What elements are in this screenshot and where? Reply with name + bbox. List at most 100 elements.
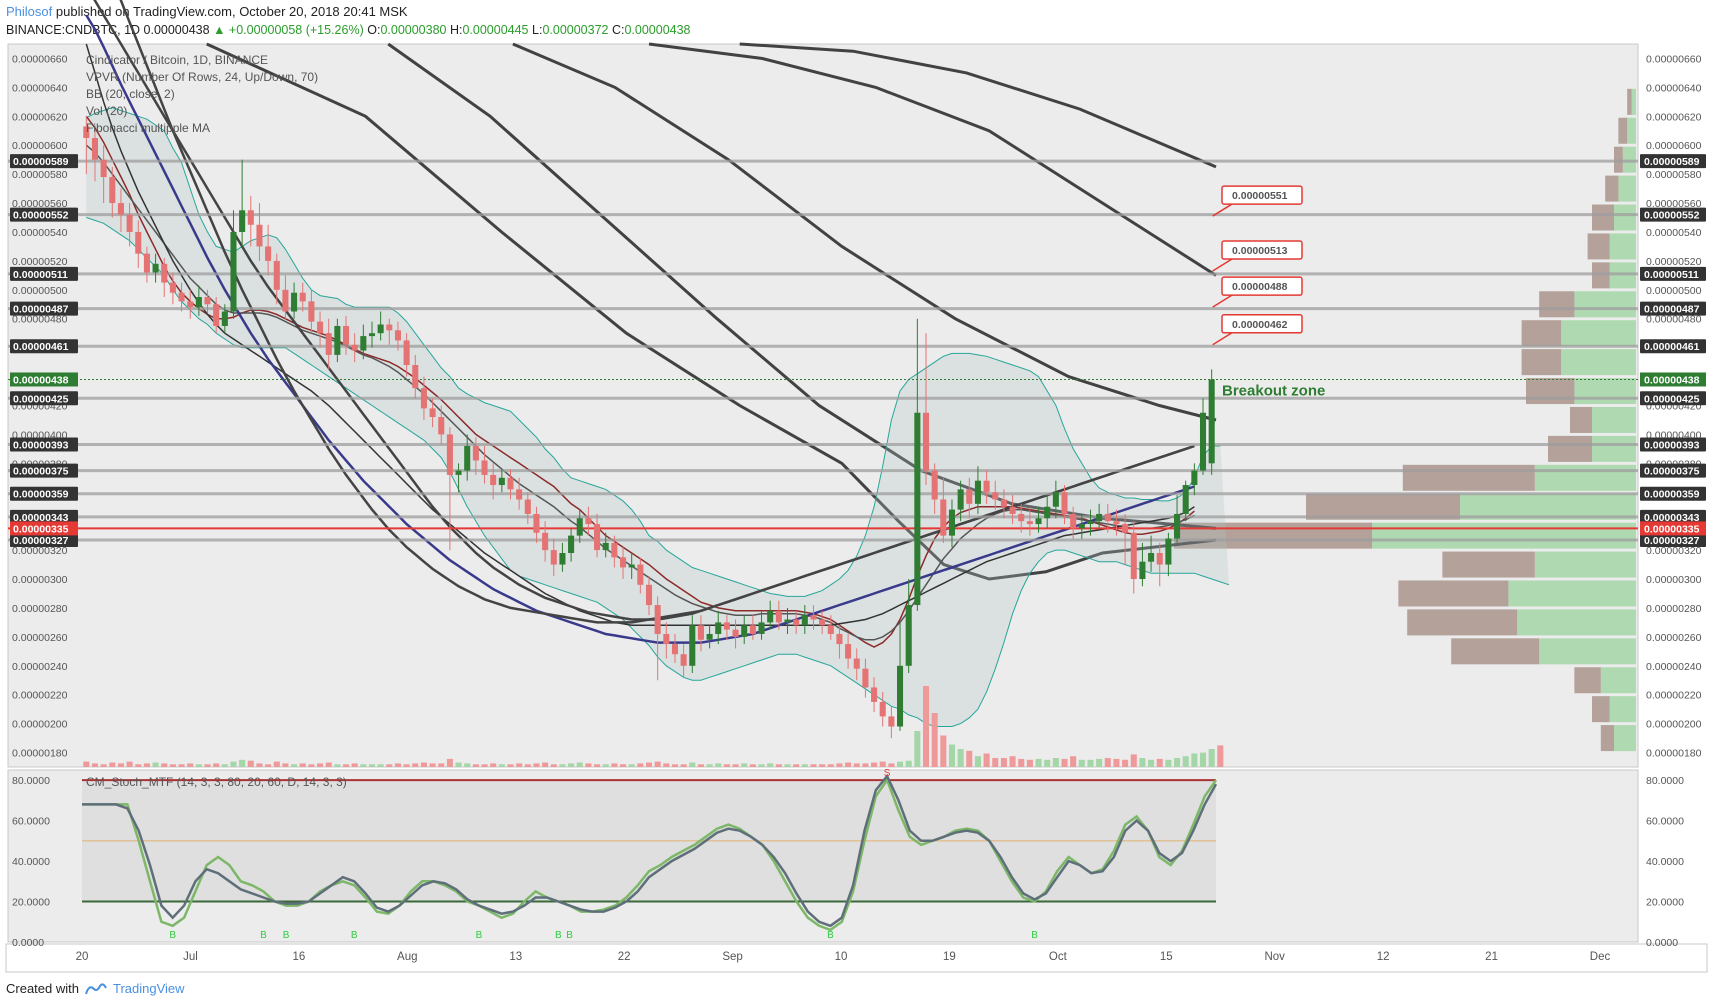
candle-body: [628, 564, 635, 568]
level-label-bg: [10, 154, 78, 169]
candle-body: [1026, 521, 1033, 525]
candle-body: [1113, 521, 1120, 525]
volume-bar: [645, 762, 653, 767]
candle-body: [308, 301, 315, 322]
candle-body: [213, 304, 220, 326]
candle-body: [239, 210, 246, 232]
level-label-bg: [10, 486, 78, 501]
candle-body: [845, 644, 852, 659]
candle-body: [697, 625, 704, 640]
level-label-bg: [10, 509, 78, 524]
candle-body: [221, 311, 228, 326]
candle-body: [342, 325, 350, 345]
left-price-tick: 0.00000640: [12, 82, 68, 94]
candle-body: [992, 492, 999, 500]
volume-bar: [1191, 753, 1198, 767]
volume-bar: [585, 763, 592, 767]
stoch-signal: B: [566, 930, 573, 941]
stoch-signal: S: [884, 768, 891, 779]
volume-bar: [498, 764, 505, 767]
author-link[interactable]: Philosof: [6, 4, 53, 19]
volume-bar: [386, 764, 393, 767]
candle-body: [957, 489, 964, 510]
candle-body: [152, 263, 159, 273]
volume-bar: [801, 764, 808, 767]
level-label-bg: [1640, 207, 1706, 222]
volume-bar: [602, 764, 609, 767]
volume-bar: [775, 764, 782, 767]
volume-bar: [420, 762, 427, 767]
level-label-bg: [10, 437, 78, 452]
volume-bar: [100, 764, 107, 767]
volume-bar: [594, 764, 601, 767]
candle-body: [723, 622, 730, 630]
target-pointer: [1212, 203, 1233, 217]
vp-down-bar: [1442, 551, 1535, 578]
volume-bar: [403, 764, 410, 767]
volume-bar: [360, 764, 367, 767]
candle-body: [585, 518, 592, 525]
right-price-tick: 0.00000540: [1646, 227, 1702, 239]
volume-bar: [1044, 759, 1051, 767]
volume-bar: [429, 763, 436, 767]
low-value: 0.00000372: [542, 23, 609, 37]
tradingview-link[interactable]: TradingView: [112, 981, 185, 996]
candle-body: [1156, 552, 1163, 565]
candle-body: [905, 605, 912, 666]
candle-body: [1035, 518, 1042, 525]
close-value: 0.00000438: [624, 23, 691, 37]
candle-body: [230, 231, 237, 312]
volume-bar: [412, 763, 419, 767]
vp-down-bar: [1570, 406, 1592, 433]
time-tick: 13: [509, 951, 522, 963]
level-label-right: 0.00000461: [1644, 341, 1700, 353]
candle-body: [490, 474, 497, 486]
candle-body: [914, 412, 921, 606]
time-axis: 20 Jul 16 Aug 13 22 Sep 10 19 Oct 15 Nov 12 21 Dec: [76, 951, 1611, 963]
level-label-bg: [1640, 509, 1706, 524]
level-label-bg: [1640, 301, 1706, 316]
volume-bar: [819, 764, 826, 767]
candle-body: [715, 622, 722, 634]
volume-bar: [1199, 752, 1207, 767]
level-label-right: 0.00000552: [1644, 210, 1700, 222]
target-box: [1221, 276, 1303, 296]
candle-body: [516, 489, 523, 500]
candle-body: [117, 203, 124, 215]
volume-bar: [836, 763, 843, 767]
candle-body: [1000, 499, 1007, 507]
candle-body: [680, 654, 687, 666]
volume-bar: [845, 762, 852, 767]
vp-down-bar: [1407, 609, 1518, 636]
level-label-left: 0.00000487: [13, 304, 69, 316]
level-label-left: 0.00000327: [13, 535, 69, 547]
volume-bar: [1165, 759, 1172, 767]
stoch-tick-right: 0.0000: [1646, 937, 1678, 949]
candle-body: [862, 668, 869, 688]
level-label-left: 0.00000511: [13, 269, 68, 281]
volume-bar: [1104, 758, 1111, 767]
vp-down-bar: [1587, 233, 1610, 260]
legend-line: VPVR (Number Of Rows, 24, Up/Down, 70): [86, 70, 318, 84]
candle-body: [602, 542, 609, 551]
candle-body: [1018, 513, 1025, 522]
candle-body: [879, 701, 886, 717]
symbol-name: BINANCE:CNDBTC, 1D: [6, 23, 141, 37]
volume-bar: [377, 764, 384, 767]
volume-bar: [732, 764, 739, 767]
time-tick: Nov: [1264, 951, 1285, 963]
candle-body: [767, 610, 774, 623]
vp-up-bar: [1609, 233, 1636, 260]
vp-down-bar: [1548, 435, 1592, 462]
level-label-left: 0.00000552: [13, 210, 69, 222]
candle-body: [420, 388, 427, 409]
candle-body: [533, 513, 540, 533]
right-price-tick: 0.00000560: [1646, 198, 1702, 210]
right-price-tick: 0.00000500: [1646, 285, 1702, 297]
level-label-bg: [1640, 463, 1706, 478]
right-price-tick: 0.00000200: [1646, 719, 1702, 731]
vp-up-bar: [1592, 435, 1636, 462]
vp-down-bar: [1526, 378, 1575, 405]
volume-bar: [455, 762, 462, 767]
